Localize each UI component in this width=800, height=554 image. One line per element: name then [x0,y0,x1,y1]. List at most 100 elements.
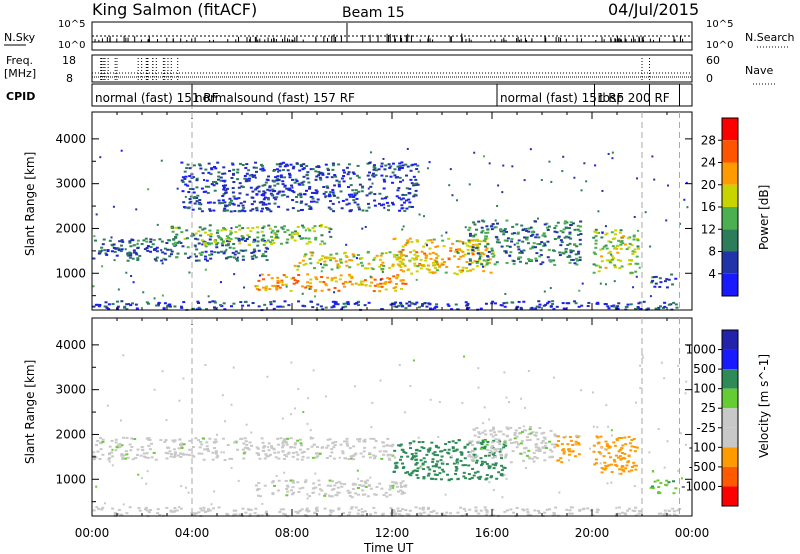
heatmap-cell [270,445,274,448]
heatmap-cell [397,187,401,190]
heatmap-cell [500,464,504,467]
heatmap-cell [608,261,612,264]
heatmap-cell [356,164,360,167]
heatmap-cell [357,509,361,512]
heatmap-cell [399,287,403,290]
heatmap-cell [99,156,102,159]
heatmap-cell [120,149,123,152]
heatmap-cell [221,394,224,397]
heatmap-cell [336,266,340,269]
heatmap-cell [302,167,306,170]
heatmap-cell [332,194,336,197]
heatmap-cell [458,240,462,243]
heatmap-cell [628,259,632,262]
heatmap-cell [154,458,158,461]
heatmap-cell [360,190,364,193]
heatmap-cell [401,282,405,285]
heatmap-cell [475,228,479,231]
heatmap-cell [406,147,409,150]
power-colorbar-swatch [722,251,738,274]
heatmap-cell [480,443,484,446]
heatmap-cell [475,459,479,462]
heatmap-cell [300,208,304,211]
heatmap-cell [421,462,425,465]
heatmap-cell [134,243,137,246]
heatmap-cell [165,457,169,460]
heatmap-cell [213,300,217,303]
heatmap-cell [533,434,537,437]
heatmap-cell [356,469,359,472]
heatmap-cell [412,440,416,443]
heatmap-cell [427,513,431,516]
heatmap-cell [534,307,538,310]
heatmap-cell [578,230,582,233]
heatmap-cell [551,302,555,305]
heatmap-cell [308,495,312,498]
heatmap-cell [241,249,245,252]
heatmap-cell [514,429,518,432]
heatmap-cell [395,466,399,469]
heatmap-cell [172,243,176,246]
heatmap-cell [372,437,376,440]
heatmap-cell [429,257,433,260]
heatmap-cell [460,452,464,455]
heatmap-cell [517,258,521,261]
heatmap-cell [375,169,379,172]
heatmap-cell [257,452,261,455]
heatmap-cell [160,159,163,162]
heatmap-cell [182,443,186,446]
heatmap-cell [286,485,290,488]
heatmap-cell [239,202,243,205]
heatmap-cell [570,512,574,515]
heatmap-cell [180,161,184,164]
heatmap-cell [339,190,343,193]
heatmap-cell [207,171,211,174]
heatmap-cell [264,512,268,515]
heatmap-cell [592,236,596,239]
heatmap-cell [468,269,472,272]
heatmap-cell [298,261,302,264]
heatmap-cell [322,185,326,188]
heatmap-cell [134,303,138,306]
heatmap-cell [303,193,307,196]
heatmap-cell [546,240,550,243]
heatmap-cell [485,263,489,266]
heatmap-cell [468,258,472,261]
heatmap-cell [339,308,343,311]
heatmap-cell [651,155,654,158]
heatmap-cell [612,441,616,444]
heatmap-cell [471,253,475,256]
heatmap-cell [410,458,414,461]
heatmap-cell [650,281,654,284]
heatmap-cell [332,193,336,196]
heatmap-cell [283,184,287,187]
heatmap-cell [389,303,393,306]
heatmap-cell [362,440,366,443]
heatmap-cell [382,450,386,453]
heatmap-cell [635,255,639,258]
heatmap-cell [324,191,328,194]
heatmap-cell [269,192,273,195]
heatmap-cell [177,454,181,457]
heatmap-cell [207,162,211,165]
heatmap-cell [467,252,471,255]
heatmap-cell [422,476,426,479]
heatmap-cell [461,401,464,404]
heatmap-cell [303,255,307,258]
heatmap-cell [115,254,119,257]
heatmap-cell [396,165,400,168]
heatmap-cell [345,243,348,246]
heatmap-cell [255,209,259,212]
heatmap-cell [627,246,631,249]
heatmap-cell [263,239,267,242]
heatmap-cell [161,370,164,373]
heatmap-cell [253,174,257,177]
heatmap-cell [290,493,294,496]
heatmap-cell [431,458,435,461]
heatmap-cell [473,234,476,237]
heatmap-cell [506,428,510,431]
heatmap-cell [561,302,565,305]
heatmap-cell [381,513,385,516]
heatmap-cell [460,269,464,272]
